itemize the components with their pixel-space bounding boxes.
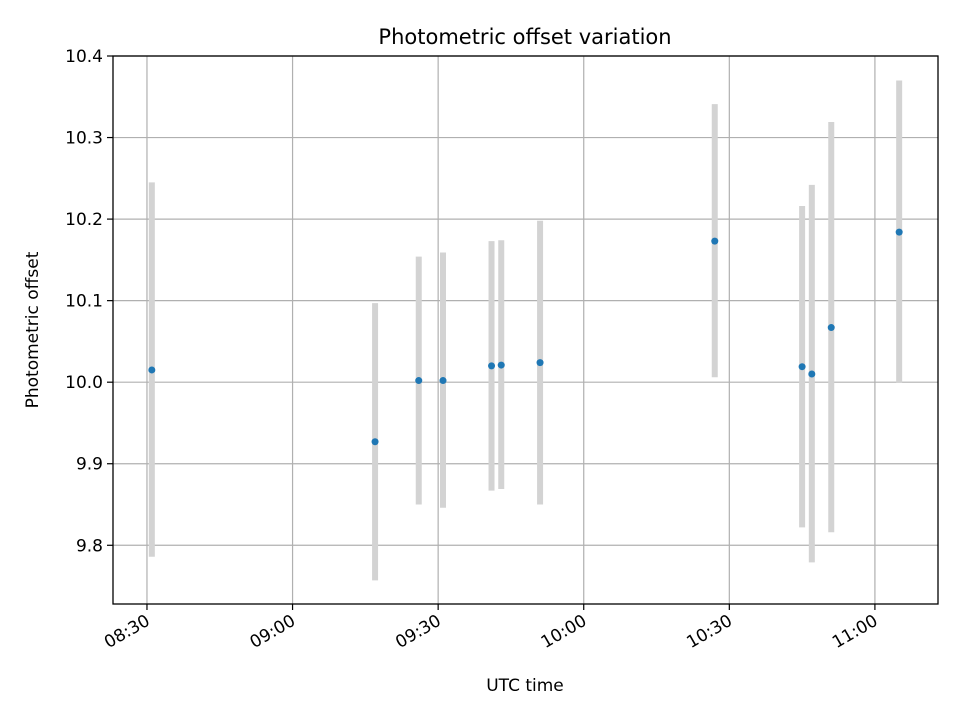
data-point <box>536 359 544 367</box>
y-tick-label: 10.4 <box>65 47 103 67</box>
data-point <box>371 438 379 446</box>
data-point <box>798 363 806 371</box>
data-point <box>415 377 423 385</box>
data-point <box>488 362 496 370</box>
x-axis-label: UTC time <box>486 676 564 696</box>
plot-frame <box>112 55 939 605</box>
data-point <box>808 370 816 378</box>
y-tick-label: 9.9 <box>76 455 103 475</box>
chart-title: Photometric offset variation <box>378 25 671 49</box>
data-points <box>148 228 903 446</box>
y-axis-label: Photometric offset <box>23 251 43 408</box>
data-point <box>895 228 903 236</box>
y-tick-label: 10.0 <box>65 373 103 393</box>
y-tick-label: 9.8 <box>76 536 103 556</box>
y-tick-label: 10.2 <box>65 210 103 230</box>
data-point <box>711 237 719 245</box>
data-point <box>148 366 156 374</box>
data-point <box>439 377 447 385</box>
data-point <box>827 324 835 332</box>
y-tick-label: 10.1 <box>65 292 103 312</box>
data-point <box>497 361 505 369</box>
y-axis-ticks: 9.8 9.9 10.0 10.1 10.2 10.3 10.4 <box>65 47 113 556</box>
y-tick-label: 10.3 <box>65 129 103 149</box>
